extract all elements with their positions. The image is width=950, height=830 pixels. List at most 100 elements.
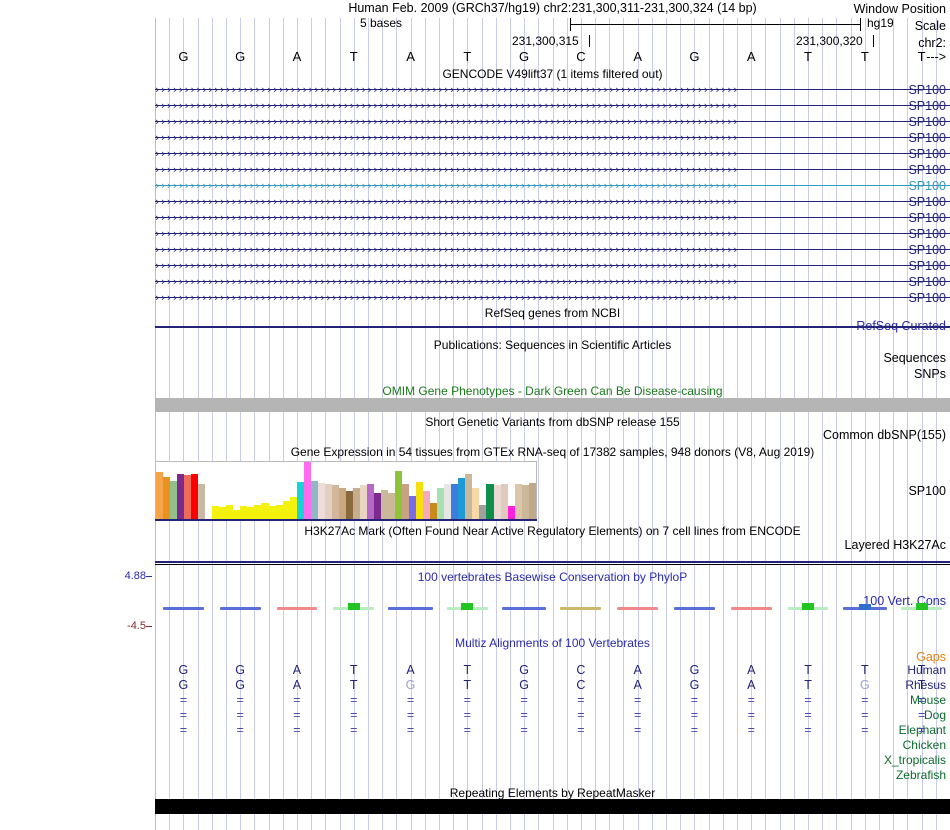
multiz-species-row[interactable]: Human G G A T A T G C A G A T T T <box>0 663 950 678</box>
gtex-bar[interactable] <box>444 484 452 520</box>
gencode-gene-row[interactable]: SP100 ›››››››››››››››››››››››››››››››››››… <box>0 226 950 242</box>
gtex-bar[interactable] <box>373 493 381 520</box>
species-label[interactable]: X_tropicalis <box>883 753 946 767</box>
gtex-bar[interactable] <box>261 502 269 520</box>
multiz-species-row[interactable]: Elephant = = = = = = = = = = = = = = <box>0 723 950 738</box>
gtex-bar[interactable] <box>514 484 522 520</box>
gene-row-label[interactable]: SP100 <box>908 99 946 113</box>
gtex-bar[interactable] <box>366 484 374 520</box>
species-label[interactable]: Mouse <box>909 693 946 707</box>
gtex-bar[interactable] <box>500 484 508 520</box>
multiz-species-row[interactable]: Dog = = = = = = = = = = = = = = <box>0 708 950 723</box>
gtex-bar[interactable] <box>275 504 283 520</box>
gtex-bar[interactable] <box>268 506 276 520</box>
gtex-bar[interactable] <box>493 485 501 520</box>
gene-row-label[interactable]: SP100 <box>908 83 946 97</box>
gtex-bar[interactable] <box>191 473 199 520</box>
gtex-bar[interactable] <box>254 504 262 520</box>
gene-row-body[interactable]: ››››››››››››››››››››››››››››››››››››››››… <box>155 98 950 114</box>
gencode-gene-row[interactable]: SP100 ›››››››››››››››››››››››››››››››››››… <box>0 210 950 226</box>
gencode-gene-row[interactable]: SP100 ›››››››››››››››››››››››››››››››››››… <box>0 98 950 114</box>
gencode-gene-row[interactable]: SP100 ›››››››››››››››››››››››››››››››››››… <box>0 178 950 194</box>
gtex-bar[interactable] <box>212 506 220 520</box>
gtex-expression-chart[interactable] <box>155 461 537 520</box>
gtex-bar[interactable] <box>338 487 346 520</box>
gtex-bar[interactable] <box>507 506 515 520</box>
gencode-gene-row[interactable]: SP100 ›››››››››››››››››››››››››››››››››››… <box>0 114 950 130</box>
gene-row-label[interactable]: SP100 <box>908 179 946 193</box>
species-label[interactable]: Chicken <box>902 738 946 752</box>
gene-row-body[interactable]: ››››››››››››››››››››››››››››››››››››››››… <box>155 194 950 210</box>
gtex-bar[interactable] <box>430 502 438 520</box>
gtex-bar[interactable] <box>296 481 304 520</box>
gtex-bar[interactable] <box>303 462 311 520</box>
gtex-bar[interactable] <box>437 487 445 520</box>
multiz-species-row[interactable]: X_tropicalis <box>0 753 950 768</box>
gene-row-body[interactable]: ››››››››››››››››››››››››››››››››››››››››… <box>155 210 950 226</box>
gtex-bar[interactable] <box>479 504 487 520</box>
gene-row-body[interactable]: ››››››››››››››››››››››››››››››››››››››››… <box>155 130 950 146</box>
gene-row-label[interactable]: SP100 <box>908 131 946 145</box>
species-label[interactable]: Dog <box>923 708 946 722</box>
gene-row-body[interactable]: ››››››››››››››››››››››››››››››››››››››››… <box>155 146 950 162</box>
multiz-species-row[interactable]: Zebrafish <box>0 768 950 783</box>
gtex-bar[interactable] <box>388 493 396 520</box>
gene-row-body[interactable]: ››››››››››››››››››››››››››››››››››››››››… <box>155 226 950 242</box>
multiz-species-row[interactable]: Mouse = = = = = = = = = = = = = = <box>0 693 950 708</box>
gene-row-body[interactable]: ››››››››››››››››››››››››››››››››››››››››… <box>155 258 950 274</box>
gene-row-label[interactable]: SP100 <box>908 211 946 225</box>
gtex-bar[interactable] <box>163 477 171 520</box>
gencode-gene-row[interactable]: SP100 ›››››››››››››››››››››››››››››››››››… <box>0 130 950 146</box>
gene-row-label[interactable]: SP100 <box>908 195 946 209</box>
gene-row-label[interactable]: SP100 <box>908 147 946 161</box>
gtex-bar[interactable] <box>331 485 339 520</box>
gtex-bar[interactable] <box>226 504 234 520</box>
gtex-bar[interactable] <box>352 487 360 520</box>
gtex-bar[interactable] <box>156 472 164 520</box>
gtex-bar[interactable] <box>521 485 529 520</box>
gene-row-body[interactable]: ››››››››››››››››››››››››››››››››››››››››… <box>155 162 950 178</box>
gencode-gene-row[interactable]: SP100 ›››››››››››››››››››››››››››››››››››… <box>0 194 950 210</box>
gtex-bar[interactable] <box>528 482 536 520</box>
gencode-gene-row[interactable]: SP100 ›››››››››››››››››››››››››››››››››››… <box>0 258 950 274</box>
omim-genes-bar[interactable] <box>155 398 950 412</box>
gencode-gene-row[interactable]: SP100 ›››››››››››››››››››››››››››››››››››… <box>0 162 950 178</box>
gene-row-label[interactable]: SP100 <box>908 291 946 305</box>
gtex-bar[interactable] <box>198 484 206 520</box>
gencode-gene-row[interactable]: SP100 ›››››››››››››››››››››››››››››››››››… <box>0 146 950 162</box>
gene-row-label[interactable]: SP100 <box>908 227 946 241</box>
gtex-bar[interactable] <box>184 474 192 520</box>
gtex-bar[interactable] <box>219 507 227 520</box>
gencode-gene-row[interactable]: SP100 ›››››››››››››››››››››››››››››››››››… <box>0 82 950 98</box>
gtex-bar[interactable] <box>416 481 424 520</box>
species-label[interactable]: Elephant <box>898 723 946 737</box>
gtex-bar[interactable] <box>247 507 255 520</box>
repeatmasker-bar[interactable] <box>155 799 950 814</box>
gtex-bar[interactable] <box>289 496 297 520</box>
gtex-bar[interactable] <box>345 491 353 520</box>
gene-row-body[interactable]: ››››››››››››››››››››››››››››››››››››››››… <box>155 178 950 194</box>
gtex-bar[interactable] <box>177 473 185 520</box>
multiz-species-row[interactable]: Chicken <box>0 738 950 753</box>
gene-row-body[interactable]: ››››››››››››››››››››››››››››››››››››››››… <box>155 274 950 290</box>
gtex-bar[interactable] <box>423 491 431 520</box>
gene-row-label[interactable]: SP100 <box>908 259 946 273</box>
gtex-bar[interactable] <box>170 480 178 520</box>
gtex-bar[interactable] <box>486 484 494 520</box>
gtex-bar[interactable] <box>465 473 473 520</box>
gtex-bar[interactable] <box>451 484 459 520</box>
gene-row-body[interactable]: ››››››››››››››››››››››››››››››››››››››››… <box>155 290 950 306</box>
gene-row-label[interactable]: SP100 <box>908 163 946 177</box>
gtex-bar[interactable] <box>395 471 403 520</box>
gene-row-label[interactable]: SP100 <box>908 115 946 129</box>
refseq-curated-line[interactable] <box>155 326 950 328</box>
gtex-bar[interactable] <box>409 495 417 520</box>
gencode-gene-row[interactable]: SP100 ›››››››››››››››››››››››››››››››››››… <box>0 290 950 306</box>
gene-row-label[interactable]: SP100 <box>908 243 946 257</box>
gene-row-body[interactable]: ››››››››››››››››››››››››››››››››››››››››… <box>155 114 950 130</box>
gtex-bar[interactable] <box>402 484 410 520</box>
multiz-species-row[interactable]: Rhesus G G A T G T G C A G A T G T <box>0 678 950 693</box>
gene-row-body[interactable]: ››››››››››››››››››››››››››››››››››››››››… <box>155 82 950 98</box>
gencode-gene-row[interactable]: SP100 ›››››››››››››››››››››››››››››››››››… <box>0 274 950 290</box>
species-label[interactable]: Zebrafish <box>895 768 946 782</box>
